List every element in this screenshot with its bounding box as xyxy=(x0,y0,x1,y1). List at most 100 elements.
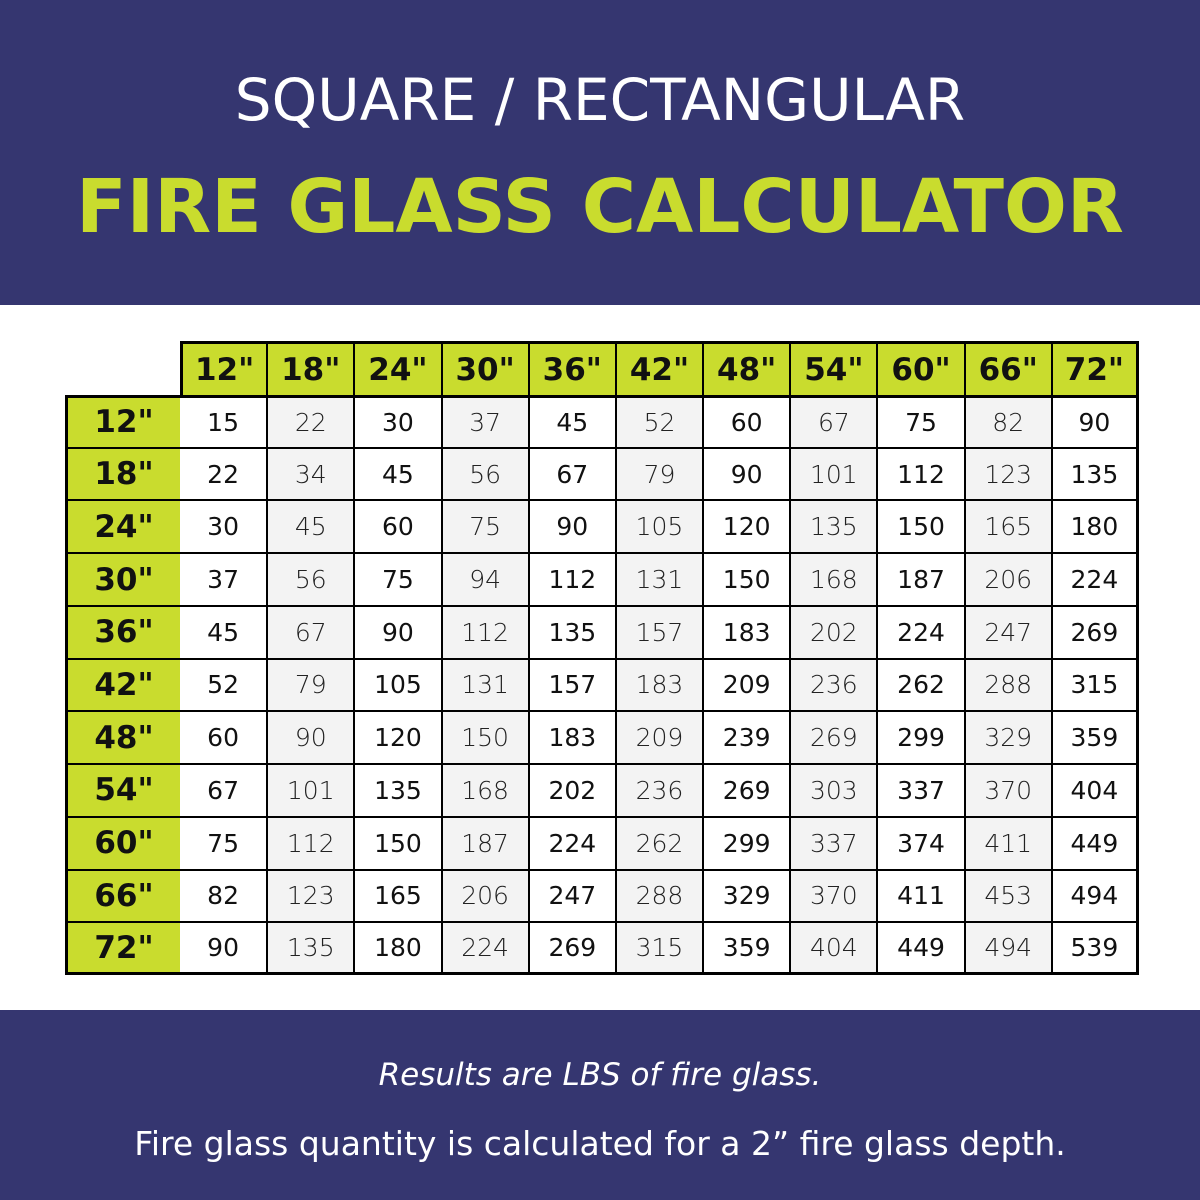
table-cell: 370 xyxy=(965,765,1051,816)
column-header: 48" xyxy=(704,344,790,395)
subtitle: SQUARE / RECTANGULAR xyxy=(234,66,966,134)
table-cell: 449 xyxy=(878,923,964,972)
table-cell: 374 xyxy=(878,817,964,869)
table-cell: 135 xyxy=(791,501,877,553)
table-cell: 209 xyxy=(616,712,703,764)
table-cell: 494 xyxy=(1052,870,1136,922)
column-header-row: 12" 18" 24" 30" 36" 42" 48" 54" 60" 66" 72" xyxy=(180,341,1139,397)
row-header: 30" xyxy=(68,554,180,605)
row-header: 60" xyxy=(68,817,180,869)
table-cell: 101 xyxy=(268,765,354,816)
table-cell: 269 xyxy=(791,712,877,764)
table-cell: 90 xyxy=(268,712,354,764)
table-cell: 262 xyxy=(616,817,703,869)
table-cell: 288 xyxy=(965,659,1051,711)
table-cell: 453 xyxy=(965,870,1051,922)
table-cell: 82 xyxy=(965,398,1051,447)
table-cell: 56 xyxy=(268,554,354,605)
table-cell: 411 xyxy=(965,817,1051,869)
row-header-column: 12" 18" 24" 30" 36" 42" 48" 54" 60" 66" 72" xyxy=(65,395,183,975)
table-cell: 112 xyxy=(268,817,354,869)
table-cell: 165 xyxy=(965,501,1051,553)
table-cell: 269 xyxy=(529,923,615,972)
table-cell: 56 xyxy=(442,448,528,500)
table-cell: 135 xyxy=(529,606,615,658)
table-cell: 67 xyxy=(268,606,354,658)
table-cell: 269 xyxy=(1052,606,1136,658)
table-cell: 30 xyxy=(355,398,441,447)
column-header: 72" xyxy=(1052,344,1136,395)
column-header: 30" xyxy=(442,344,528,395)
table-cell: 247 xyxy=(529,870,615,922)
table-cell: 60 xyxy=(355,501,441,553)
table-cell: 34 xyxy=(268,448,354,500)
table-cell: 370 xyxy=(791,870,877,922)
table-cell: 60 xyxy=(180,712,267,764)
table-cell: 449 xyxy=(1052,817,1136,869)
table-cell: 52 xyxy=(180,659,267,711)
table-cell: 105 xyxy=(355,659,441,711)
row-header: 18" xyxy=(68,448,180,500)
table-cell: 15 xyxy=(180,398,267,447)
table-cell: 112 xyxy=(878,448,964,500)
table-cell: 539 xyxy=(1052,923,1136,972)
table-cell: 79 xyxy=(616,448,703,500)
row-header: 66" xyxy=(68,870,180,922)
weight-table: 15 22 30 37 45 52 60 67 75 82 90 22 34 45 56 67 79 90 101 1… xyxy=(180,395,1139,975)
table-cell: 183 xyxy=(704,606,790,658)
table-cell: 75 xyxy=(180,817,267,869)
table-cell: 90 xyxy=(704,448,790,500)
column-header: 18" xyxy=(268,344,354,395)
table-cell: 288 xyxy=(616,870,703,922)
table-cell: 236 xyxy=(791,659,877,711)
table-cell: 224 xyxy=(442,923,528,972)
table-cell: 411 xyxy=(878,870,964,922)
table-cell: 183 xyxy=(529,712,615,764)
table-cell: 30 xyxy=(180,501,267,553)
table-cell: 37 xyxy=(180,554,267,605)
table-cell: 168 xyxy=(791,554,877,605)
table-cell: 112 xyxy=(529,554,615,605)
table-cell: 150 xyxy=(704,554,790,605)
column-header: 60" xyxy=(878,344,964,395)
table-cell: 206 xyxy=(965,554,1051,605)
page-title: FIRE GLASS CALCULATOR xyxy=(76,164,1124,250)
table-cell: 165 xyxy=(355,870,441,922)
table-cell: 45 xyxy=(268,501,354,553)
table-cell: 67 xyxy=(529,448,615,500)
table-cell: 206 xyxy=(442,870,528,922)
table-cell: 337 xyxy=(791,817,877,869)
column-header: 24" xyxy=(355,344,441,395)
table-cell: 22 xyxy=(268,398,354,447)
table-cell: 269 xyxy=(704,765,790,816)
title-banner: SQUARE / RECTANGULAR FIRE GLASS CALCULAT… xyxy=(0,0,1200,305)
row-header: 54" xyxy=(68,765,180,816)
table-cell: 67 xyxy=(791,398,877,447)
table-cell: 90 xyxy=(180,923,267,972)
table-cell: 299 xyxy=(704,817,790,869)
row-header: 12" xyxy=(68,398,180,447)
footer-banner: Results are LBS of fire glass. Fire glas… xyxy=(0,1010,1200,1200)
table-cell: 404 xyxy=(1052,765,1136,816)
table-cell: 224 xyxy=(1052,554,1136,605)
table-cell: 45 xyxy=(529,398,615,447)
table-cell: 135 xyxy=(1052,448,1136,500)
table-cell: 123 xyxy=(965,448,1051,500)
depth-note: Fire glass quantity is calculated for a … xyxy=(134,1124,1066,1163)
table-cell: 359 xyxy=(704,923,790,972)
table-cell: 236 xyxy=(616,765,703,816)
units-note: Results are LBS of fire glass. xyxy=(378,1057,822,1093)
table-cell: 187 xyxy=(878,554,964,605)
table-cell: 150 xyxy=(878,501,964,553)
table-cell: 120 xyxy=(355,712,441,764)
table-cell: 131 xyxy=(616,554,703,605)
table-cell: 180 xyxy=(355,923,441,972)
table-cell: 90 xyxy=(1052,398,1136,447)
table-cell: 37 xyxy=(442,398,528,447)
table-cell: 105 xyxy=(616,501,703,553)
table-cell: 135 xyxy=(268,923,354,972)
table-cell: 131 xyxy=(442,659,528,711)
column-header: 54" xyxy=(791,344,877,395)
table-cell: 112 xyxy=(442,606,528,658)
table-cell: 60 xyxy=(704,398,790,447)
